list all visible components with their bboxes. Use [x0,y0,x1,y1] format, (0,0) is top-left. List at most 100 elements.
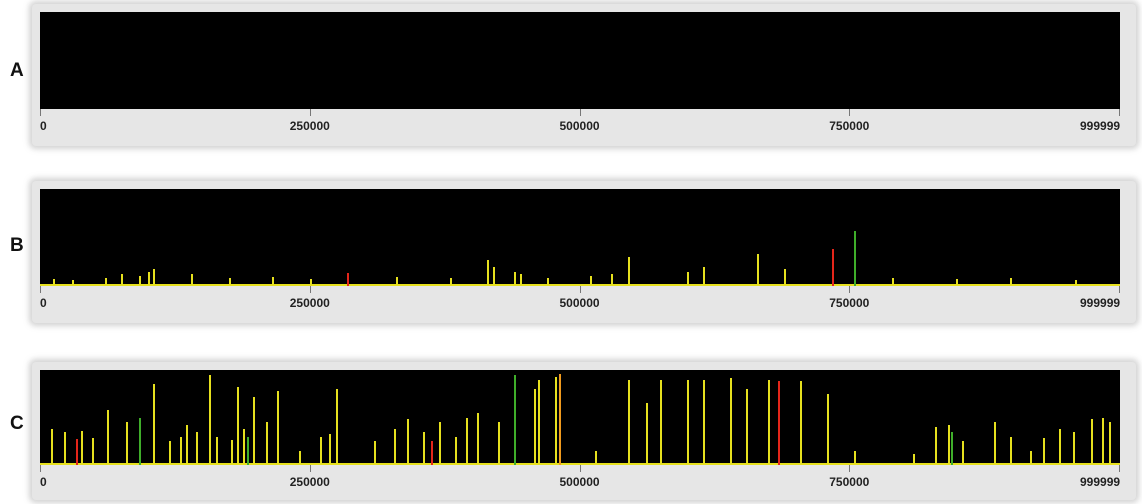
spike-b-28 [891,278,894,286]
spike-c-1 [63,431,66,465]
spike-c-36 [514,374,517,465]
panel-label-c: C [10,413,24,434]
x-tick-c-1 [309,465,311,472]
spike-c-23 [320,436,323,465]
x-tick-label-b-4: 999999 [1080,296,1121,310]
x-tick-label-c-1: 250000 [289,475,330,489]
x-tick-label-b-2: 500000 [559,296,600,310]
x-tick-c-3 [849,465,851,472]
x-tick-b-4 [1119,286,1120,293]
x-tick-label-a-3: 750000 [829,119,870,133]
spike-c-2 [75,439,78,465]
x-tick-label-a-1: 250000 [289,119,330,133]
panel-c: 0 250000 500000 750000 999999 [32,362,1136,500]
spike-c-54 [913,453,916,465]
x-tick-label-c-4: 999999 [1080,475,1121,489]
spike-c-17 [242,428,245,465]
spike-b-16 [514,272,517,286]
spike-b-22 [686,272,689,286]
x-tick-label-c-3: 750000 [829,475,870,489]
x-tick-a-4 [1119,109,1120,116]
spike-c-63 [1058,428,1061,465]
baseline-c [40,463,1120,465]
spike-c-34 [476,412,479,465]
spike-c-21 [277,390,280,465]
x-tick-label-a-4: 999999 [1080,119,1121,133]
spike-c-0 [50,428,53,465]
x-tick-label-a-2: 500000 [559,119,600,133]
spike-b-25 [783,268,786,286]
spike-c-56 [947,425,950,465]
spike-c-51 [799,381,802,465]
spike-c-40 [558,373,561,465]
spike-c-35 [498,422,501,465]
spike-c-5 [106,409,109,465]
x-tick-c-2 [579,465,581,472]
spike-c-33 [465,417,468,465]
spike-b-15 [492,266,495,286]
spike-c-43 [645,403,648,465]
spike-b-29 [956,279,959,286]
spike-c-60 [1010,436,1013,465]
x-tick-c-4 [1119,465,1120,472]
spike-b-13 [449,278,452,286]
x-tick-a-2 [579,109,581,116]
spike-c-11 [185,425,188,465]
spike-c-3 [80,430,83,465]
x-axis-b: 0 250000 500000 750000 999999 [40,286,1120,318]
spike-c-10 [180,436,183,465]
spike-c-13 [209,374,212,465]
x-tick-b-3 [849,286,851,293]
spike-c-12 [196,431,199,465]
spike-c-37 [533,389,536,465]
x-tick-c-0 [40,465,41,472]
spike-b-8 [228,278,231,286]
spike-c-64 [1072,431,1075,465]
spike-c-42 [627,379,630,465]
x-tick-b-0 [40,286,41,293]
spike-b-12 [395,277,398,286]
spike-c-32 [455,436,458,465]
spike-b-10 [309,279,312,286]
spike-b-20 [611,274,614,286]
spike-b-30 [1010,278,1013,286]
spike-c-49 [767,379,770,465]
spike-b-31 [1074,280,1077,286]
spike-b-27 [853,230,856,286]
plot-area-a [40,12,1120,109]
x-tick-label-b-0: 0 [40,296,47,310]
spike-c-31 [438,422,441,465]
spike-c-48 [746,389,749,465]
spike-c-38 [538,379,541,465]
x-tick-b-1 [309,286,311,293]
spike-c-22 [298,450,301,465]
spike-c-39 [555,376,558,465]
spike-b-5 [147,272,150,286]
spike-b-2 [104,278,107,286]
spike-c-46 [702,379,705,465]
spike-c-9 [169,441,172,465]
x-tick-a-3 [849,109,851,116]
spike-c-61 [1029,450,1032,465]
spike-c-28 [406,419,409,465]
plot-area-c [40,370,1120,465]
spike-c-6 [126,422,129,465]
x-tick-b-2 [579,286,581,293]
x-tick-label-b-3: 750000 [829,296,870,310]
spike-b-21 [627,256,630,286]
x-tick-a-1 [309,109,311,116]
spike-c-62 [1042,438,1045,465]
spike-c-30 [431,441,434,465]
spike-c-53 [853,450,856,465]
spike-c-4 [91,438,94,465]
spike-b-14 [487,259,490,286]
spike-b-11 [347,273,350,286]
spike-c-26 [374,441,377,465]
spike-c-45 [686,379,689,465]
spike-c-47 [729,377,732,465]
spike-b-7 [190,274,193,286]
spike-b-1 [72,280,75,286]
spike-c-29 [422,431,425,465]
spike-c-7 [139,417,142,465]
x-tick-label-c-2: 500000 [559,475,600,489]
